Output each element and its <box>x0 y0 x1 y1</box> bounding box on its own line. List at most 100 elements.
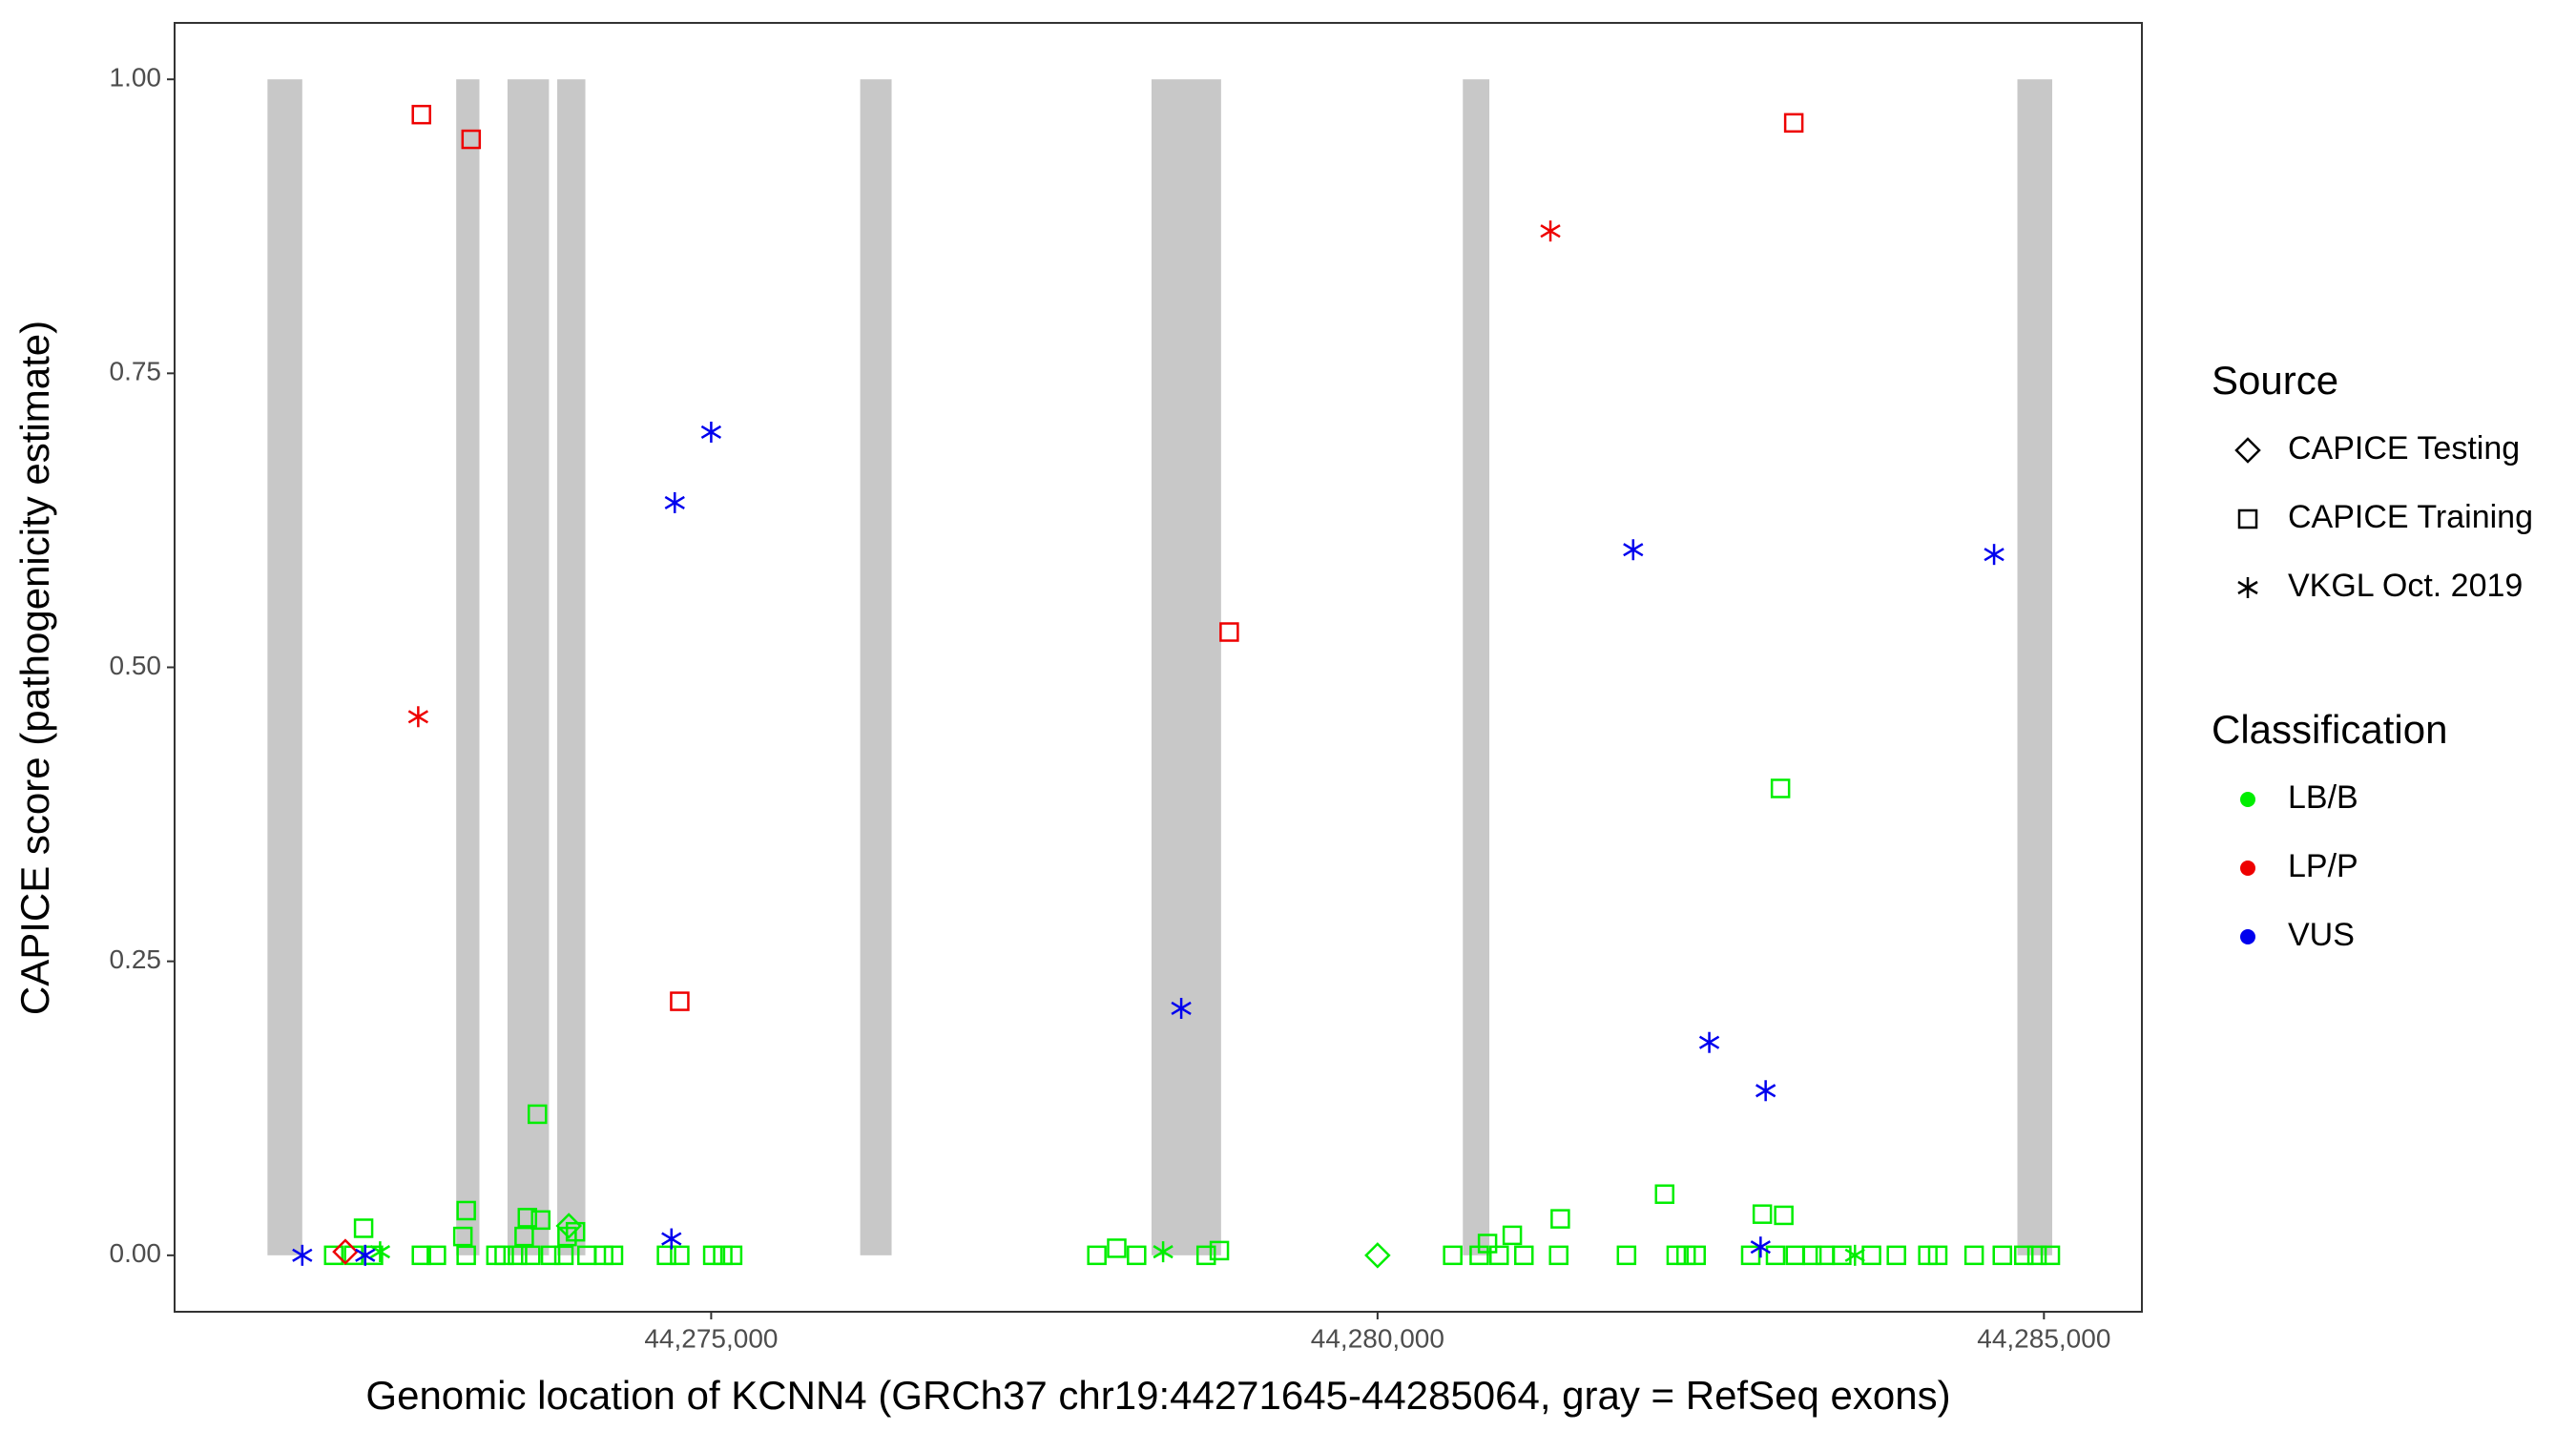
x-tick-label: 44,285,000 <box>1977 1323 2110 1353</box>
exon <box>2017 79 2052 1255</box>
point <box>530 1210 551 1231</box>
asterisk-stroke <box>700 425 722 440</box>
point <box>494 1245 514 1266</box>
point <box>343 1245 364 1266</box>
point <box>1886 1245 1906 1266</box>
point <box>411 1245 431 1266</box>
point <box>1153 1241 1174 1263</box>
point <box>1513 1245 1534 1266</box>
legend-key <box>2234 437 2261 464</box>
point <box>1740 1245 1761 1266</box>
point <box>456 1200 476 1221</box>
point <box>656 1245 676 1266</box>
legend-label: CAPICE Testing <box>2288 430 2520 467</box>
exon <box>456 79 480 1255</box>
point <box>292 1244 313 1266</box>
exon <box>507 79 550 1255</box>
point <box>323 1245 344 1266</box>
asterisk-stroke <box>407 710 429 724</box>
point <box>411 104 431 125</box>
asterisk-stroke <box>292 1248 313 1262</box>
point <box>1676 1245 1696 1266</box>
point <box>1755 1080 1776 1102</box>
point <box>1801 1245 1822 1266</box>
point <box>426 1245 447 1266</box>
y-axis-title: CAPICE score (pathogenicity estimate) <box>12 321 57 1015</box>
point <box>722 1245 743 1266</box>
point <box>1666 1245 1687 1266</box>
point <box>565 1221 586 1242</box>
point <box>1195 1245 1216 1266</box>
y-tick-label: 0.25 <box>110 944 162 974</box>
point <box>1918 1245 1938 1266</box>
point <box>1502 1225 1523 1246</box>
asterisk-stroke <box>1755 1084 1776 1098</box>
point <box>1540 220 1561 242</box>
asterisk-stroke <box>664 495 685 509</box>
asterisk-stroke <box>369 1245 391 1259</box>
point <box>1548 1245 1568 1266</box>
point <box>369 1241 391 1263</box>
exon <box>1151 79 1221 1255</box>
exon <box>557 79 586 1255</box>
point <box>1616 1245 1637 1266</box>
y-tick-label: 0.00 <box>110 1238 162 1268</box>
point <box>332 1238 359 1265</box>
point <box>1489 1245 1509 1266</box>
point <box>664 491 685 513</box>
point <box>2013 1245 2034 1266</box>
point <box>514 1226 534 1247</box>
point <box>452 1226 473 1247</box>
exon <box>267 79 302 1255</box>
point <box>1550 1209 1570 1229</box>
point <box>1861 1245 1881 1266</box>
exon <box>860 79 892 1255</box>
point <box>508 1245 528 1266</box>
point <box>661 1228 682 1250</box>
point <box>456 1245 476 1266</box>
point <box>353 1218 374 1238</box>
y-tick-label: 0.75 <box>110 357 162 386</box>
legend-key <box>2240 792 2255 807</box>
point <box>1107 1238 1127 1258</box>
x-tick-label: 44,275,000 <box>644 1323 778 1353</box>
legend-key <box>2237 577 2258 598</box>
point <box>1477 1234 1498 1254</box>
asterisk-stroke <box>1171 1001 1192 1016</box>
point <box>1698 1031 1720 1053</box>
point <box>2026 1245 2047 1266</box>
legend-key <box>2237 508 2258 529</box>
legend-label: VUS <box>2288 917 2355 953</box>
point <box>527 1104 548 1125</box>
point <box>1770 778 1791 798</box>
point <box>1765 1245 1786 1266</box>
point <box>517 1208 538 1228</box>
asterisk-stroke <box>1750 1240 1771 1255</box>
point <box>555 1213 582 1239</box>
point <box>1087 1245 1107 1266</box>
legend-key <box>2240 929 2255 944</box>
asterisk-stroke <box>1540 224 1561 238</box>
legend-title: Source <box>2212 358 2338 403</box>
point <box>1364 1242 1391 1269</box>
point <box>1927 1245 1948 1266</box>
legend-label: CAPICE Training <box>2288 499 2533 535</box>
point <box>1844 1244 1865 1266</box>
point <box>1750 1236 1771 1258</box>
legend-key <box>2240 861 2255 876</box>
point <box>1219 622 1239 642</box>
asterisk-stroke <box>1153 1245 1174 1259</box>
point <box>1783 113 1804 134</box>
point <box>1832 1245 1852 1266</box>
asterisk-stroke <box>1844 1248 1865 1262</box>
point <box>553 1245 574 1266</box>
point <box>521 1245 541 1266</box>
point <box>1654 1184 1675 1204</box>
asterisk-stroke <box>1984 548 2005 562</box>
asterisk-stroke <box>1698 1035 1720 1049</box>
asterisk-stroke <box>355 1248 376 1262</box>
asterisk-stroke <box>661 1232 682 1246</box>
point <box>1963 1245 1984 1266</box>
